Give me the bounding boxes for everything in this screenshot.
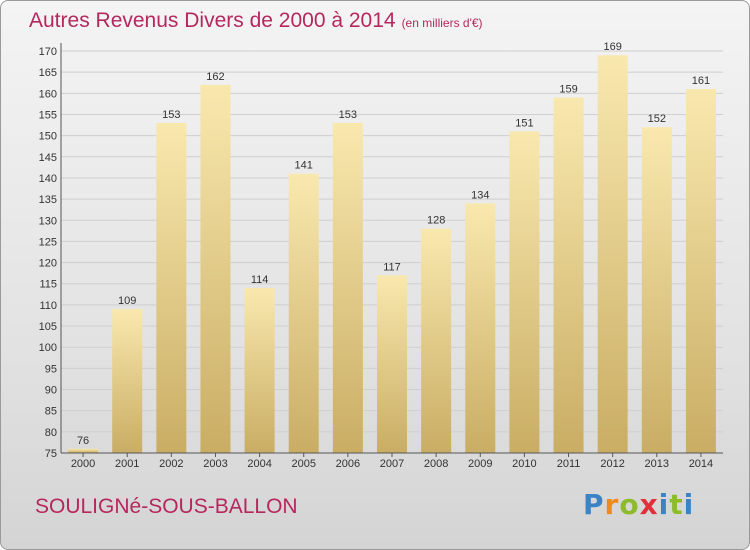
y-tick-label: 120 (39, 258, 57, 270)
bars (68, 55, 716, 454)
y-tick-label: 165 (39, 67, 57, 79)
bar (200, 84, 231, 453)
y-tick-label: 90 (45, 385, 57, 397)
proxiti-logo: Proxiti (583, 488, 695, 521)
y-tick-label: 170 (39, 46, 57, 58)
bar (421, 228, 452, 453)
bar-value-label: 153 (339, 109, 357, 121)
bar-value-label: 152 (648, 113, 666, 125)
y-tick-label: 130 (39, 215, 57, 227)
y-tick-label: 110 (39, 300, 57, 312)
y-tick-label: 125 (39, 236, 57, 248)
x-tick-label: 2006 (336, 458, 360, 470)
y-tick-label: 160 (39, 88, 57, 100)
bar-value-label: 76 (77, 435, 89, 447)
x-tick-label: 2013 (645, 458, 669, 470)
bar-value-label: 161 (692, 75, 710, 87)
y-tick-label: 135 (39, 194, 57, 206)
bar (553, 97, 584, 454)
commune-name: SOULIGNé-SOUS-BALLON (35, 495, 298, 518)
bar-value-label: 169 (603, 41, 621, 53)
y-tick-label: 75 (45, 448, 57, 460)
chart-unit-label: (en milliers d'€) (401, 16, 483, 30)
y-tick-label: 150 (39, 131, 57, 143)
bar-value-label: 153 (162, 109, 180, 121)
x-tick-label: 2000 (71, 458, 95, 470)
axes: 75 80 85 90 95 100 105 110 115 120 125 130 135 140 145… (39, 43, 723, 470)
bar (509, 131, 540, 453)
bar (641, 127, 672, 453)
bar (244, 287, 275, 453)
x-tick-label: 2005 (291, 458, 315, 470)
x-tick-label: 2001 (115, 458, 139, 470)
y-tick-label: 115 (39, 279, 57, 291)
bar (68, 448, 99, 453)
bar-value-label: 114 (251, 274, 269, 286)
bar-value-label: 128 (427, 215, 445, 227)
bar (332, 122, 363, 454)
y-tick-label: 80 (45, 427, 57, 439)
y-tick-label: 155 (39, 109, 57, 121)
x-tick-label: 2004 (247, 458, 271, 470)
bar-value-label: 151 (515, 117, 533, 129)
y-tick-label: 140 (39, 173, 57, 185)
x-tick-label: 2014 (689, 458, 713, 470)
bar (156, 122, 187, 454)
bar (685, 89, 716, 453)
x-tick-label: 2012 (600, 458, 624, 470)
x-tick-label: 2007 (380, 458, 404, 470)
bar (465, 203, 496, 453)
y-tick-label: 105 (39, 321, 57, 333)
bar (288, 173, 319, 453)
bar-value-label: 162 (206, 71, 224, 83)
bar-value-label: 141 (295, 160, 313, 172)
y-tick-label: 95 (45, 363, 57, 375)
bar (376, 275, 408, 453)
bar-value-label: 134 (471, 189, 489, 201)
bar (112, 309, 143, 453)
y-tick-label: 100 (39, 342, 57, 354)
x-tick-label: 2011 (557, 458, 581, 470)
chart-title-text: Autres Revenus Divers de 2000 à 2014 (29, 9, 396, 32)
bar-value-label: 159 (559, 84, 577, 96)
x-tick-label: 2009 (468, 458, 492, 470)
x-tick-label: 2010 (512, 458, 536, 470)
chart-title: Autres Revenus Divers de 2000 à 2014 (en … (29, 9, 483, 33)
x-tick-label: 2003 (203, 458, 227, 470)
bar-value-label: 117 (383, 261, 401, 273)
y-tick-label: 145 (39, 152, 57, 164)
y-tick-label: 85 (45, 406, 57, 418)
data-labels: 76 109 153 162 114 141 153 117 128 134 151 159 169 15… (77, 41, 710, 447)
bar (597, 55, 628, 454)
x-tick-label: 2002 (159, 458, 183, 470)
bar-value-label: 109 (118, 295, 136, 307)
x-tick-label: 2008 (424, 458, 448, 470)
